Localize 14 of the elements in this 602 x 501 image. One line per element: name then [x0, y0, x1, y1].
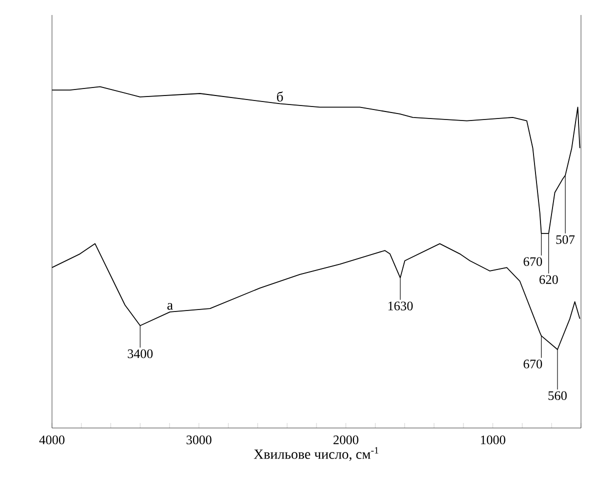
- annotation: 620: [540, 275, 558, 284]
- annotation: 1630: [388, 302, 413, 310]
- annotation: 670: [524, 257, 542, 266]
- annotation: 3400: [128, 349, 153, 358]
- annotation: 670: [524, 360, 542, 368]
- x-tick-label: 3000: [186, 436, 212, 444]
- x-axis-title: Хвильове число, см$^{-1}$: [254, 447, 378, 461]
- x-tick-label: 2000: [333, 436, 358, 444]
- annotation: 507: [556, 235, 575, 244]
- x-tick-label: 4000: [39, 436, 64, 444]
- series-label: б: [277, 91, 283, 102]
- annotation: 560: [548, 391, 567, 400]
- series-label: а: [167, 303, 173, 310]
- x-tick-label: 1000: [481, 436, 506, 444]
